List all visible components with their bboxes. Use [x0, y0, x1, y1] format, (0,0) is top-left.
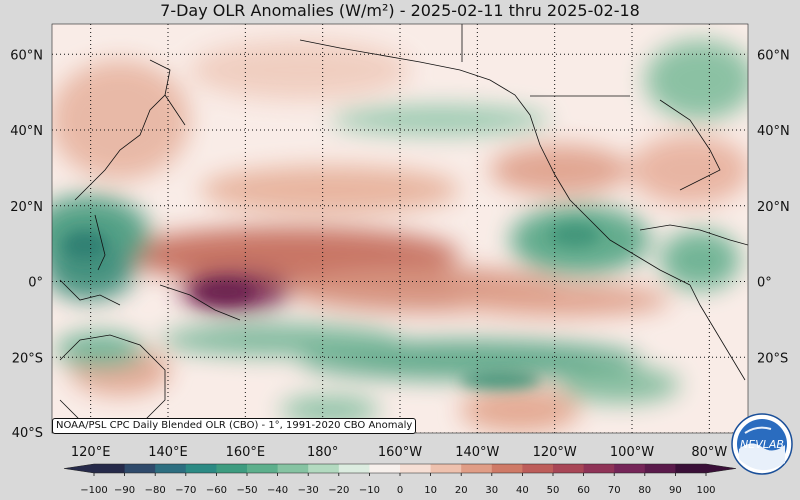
east-pacific-positive-anomaly	[450, 284, 670, 316]
equatorial-positive-anomaly	[120, 227, 460, 283]
new-guinea-coast	[159, 284, 241, 321]
longitude-labels: 120°E 140°E 160°E 180° 160°W 140°W 120°W 100°W 8…	[71, 445, 728, 460]
graticule	[52, 24, 748, 433]
colorbar-tick-label: 90	[669, 485, 682, 496]
lat-label-right: 40°N	[757, 124, 790, 139]
north-america-negative-anomaly	[645, 40, 748, 120]
lat-label-left: 0°	[28, 276, 43, 291]
colorbar-segment	[583, 464, 615, 473]
lat-label-left: 40°N	[10, 124, 43, 139]
lat-label-right: 20°S	[757, 351, 788, 366]
southeast-pacific-negative-anomaly	[560, 367, 680, 403]
south-america-coast	[689, 284, 746, 381]
colorbar-segment	[216, 464, 248, 473]
colorbar-max-extension	[706, 464, 736, 473]
colorbar-tick-label: −80	[145, 485, 166, 496]
lat-label-left: 40°S	[12, 426, 43, 441]
us-east-coast	[659, 99, 721, 191]
noaa-logo-text: NEVLAB	[740, 438, 784, 451]
lon-label: 140°E	[148, 445, 188, 460]
north-pacific-negative-anomaly	[330, 106, 550, 134]
caribbean-coast	[639, 224, 748, 246]
colorbar-segment	[185, 464, 217, 473]
south-pacific-negative-anomaly	[160, 324, 400, 356]
map-title: 7-Day OLR Anomalies (W/m²) - 2025-02-11 …	[160, 1, 640, 20]
philippines-coast	[94, 214, 106, 271]
east-asia-coast	[74, 59, 171, 201]
colorbar-segment	[614, 464, 646, 473]
colorbar-tick-label: −40	[267, 485, 288, 496]
colorbar-segment	[675, 464, 707, 473]
colorbar-segment	[400, 464, 432, 473]
southwest-pacific-negative-anomaly	[280, 396, 380, 424]
noaa-logo: NEVLAB	[731, 413, 793, 475]
colorbar-tick-label: 0	[397, 485, 403, 496]
lon-label: 160°E	[226, 445, 266, 460]
lon-label: 80°W	[691, 445, 727, 460]
colorbar-tick-label: −50	[236, 485, 257, 496]
east-asia-positive-anomaly	[52, 60, 190, 180]
latitude-labels-right: 60°N40°N20°N0°20°S40°S	[757, 48, 790, 441]
colorbar-tick-label: 40	[516, 485, 529, 496]
lat-label-right: 0°	[757, 276, 772, 291]
caribbean-negative-anomaly	[660, 230, 740, 290]
colorbar-min-extension	[64, 464, 94, 473]
lon-label: 120°E	[71, 445, 111, 460]
north-subtropical-positive-anomaly	[200, 166, 460, 214]
colorbar-tick-label: 100	[696, 485, 715, 496]
colorbar-segment	[644, 464, 676, 473]
lon-label: 120°W	[533, 445, 577, 460]
colorbar-segment	[94, 464, 126, 473]
lon-label: 160°W	[378, 445, 422, 460]
colorbar-tick-label: −100	[80, 485, 107, 496]
colorbar-segment	[124, 464, 156, 473]
spcz-negative-anomaly	[300, 340, 640, 380]
colorbar: −100 −90 −80 −70 −60 −50 −40 −30 −20 −10 0 10 20 30 40…	[63, 463, 737, 496]
colorbar-tick-label: 70	[608, 485, 621, 496]
lat-label-right: 20°N	[757, 200, 790, 215]
bering-positive-anomaly	[190, 40, 410, 100]
lon-label: 140°W	[455, 445, 499, 460]
colorbar-segment	[338, 464, 370, 473]
mexico-positive-anomaly	[490, 145, 630, 195]
lat-label-left: 20°S	[12, 351, 43, 366]
colorbar-tick-label: 20	[455, 485, 468, 496]
colorbar-segment	[369, 464, 401, 473]
source-note: NOAA/PSL CPC Daily Blended OLR (CBO) - 1…	[52, 418, 417, 434]
colorbar-tick-label: −30	[298, 485, 319, 496]
latitude-labels-left: 60°N 40°N 20°N 0° 20°S 40°S	[10, 48, 43, 441]
colorbar-tick-label: 50	[547, 485, 560, 496]
colorbar-segment	[522, 464, 554, 473]
colorbar-segment	[277, 464, 309, 473]
lon-label: 180°	[307, 445, 338, 460]
colorbar-tick-label: −70	[175, 485, 196, 496]
colorbar-segment	[155, 464, 187, 473]
colorbar-tick-label: 60	[577, 485, 590, 496]
colorbar-tick-label: 30	[485, 485, 498, 496]
anomaly-field	[52, 24, 748, 433]
lat-label-left: 20°N	[10, 200, 43, 215]
colorbar-tick-label: −10	[359, 485, 380, 496]
colorbar-segment	[430, 464, 462, 473]
colorbar-tick-label: 80	[638, 485, 651, 496]
colorbar-tick-label: 10	[424, 485, 437, 496]
colorbar-segment	[491, 464, 523, 473]
colorbar-segment	[308, 464, 340, 473]
colorbar-tick-label: −20	[328, 485, 349, 496]
colorbar-segment	[247, 464, 279, 473]
atlantic-positive-anomaly	[630, 135, 748, 205]
colorbar-segment	[461, 464, 493, 473]
lat-label-left: 60°N	[10, 48, 43, 63]
lon-label: 100°W	[610, 445, 654, 460]
colorbar-tick-label: −90	[114, 485, 135, 496]
lat-label-right: 60°N	[757, 48, 790, 63]
borneo-coast	[59, 279, 121, 306]
north-america-coast	[299, 39, 691, 286]
australia-negative-anomaly	[55, 332, 145, 368]
colorbar-tick-label: −60	[206, 485, 227, 496]
south-pacific-positive-anomaly	[460, 388, 580, 432]
colorbar-segment	[553, 464, 585, 473]
